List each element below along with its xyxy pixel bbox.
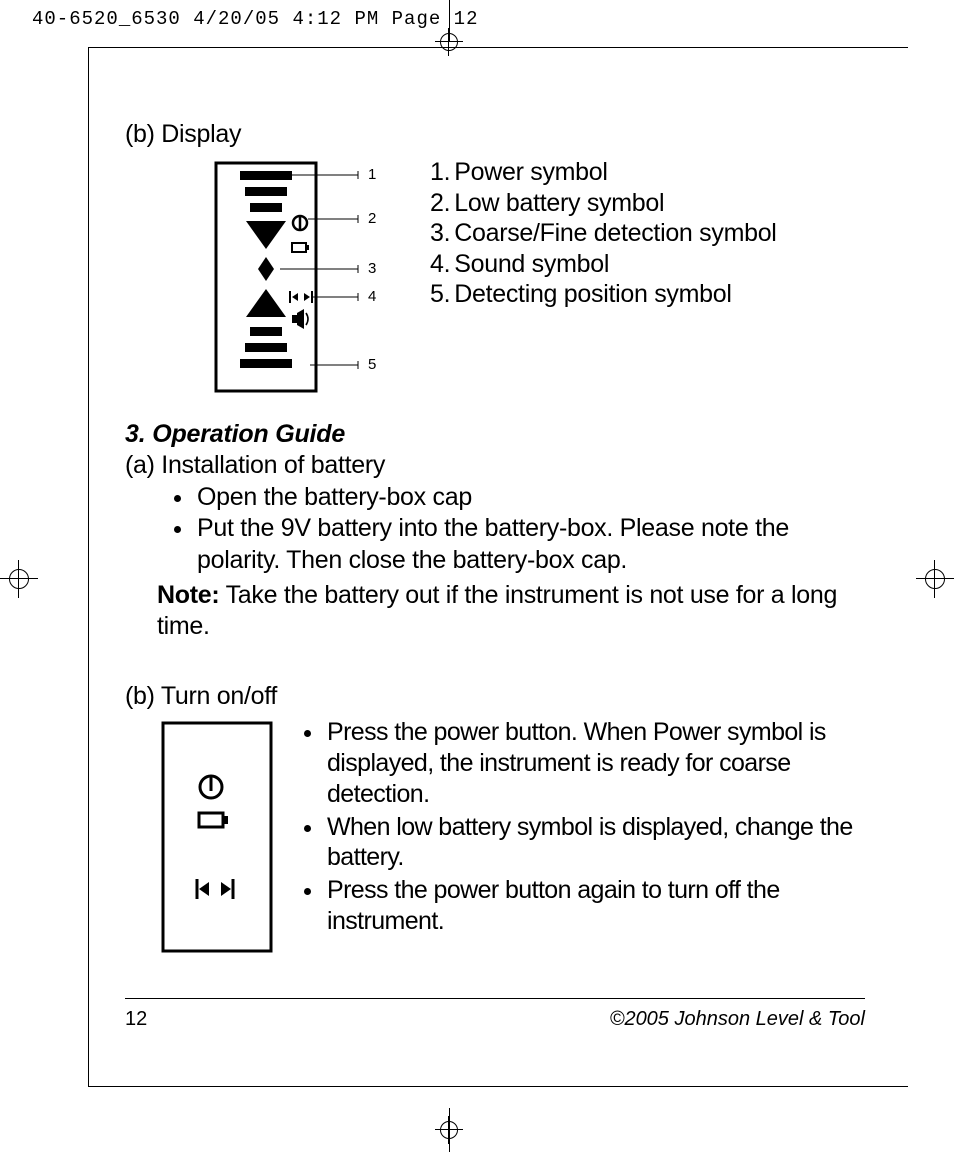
legend-num: 5. <box>430 279 450 310</box>
svg-text:5: 5 <box>368 356 376 373</box>
legend-item: 5.Detecting position symbol <box>430 279 777 310</box>
bullet-item: When low battery symbol is displayed, ch… <box>325 812 865 874</box>
legend-text: Power symbol <box>454 157 607 188</box>
svg-text:2: 2 <box>368 210 376 227</box>
note: Note: Take the battery out if the instru… <box>157 580 865 643</box>
display-diagram: 1 2 3 4 5 <box>210 157 390 402</box>
crop-mark <box>88 47 908 48</box>
registration-mark-icon <box>0 560 38 598</box>
legend-num: 2. <box>430 188 450 219</box>
operation-guide-heading: 3. Operation Guide <box>125 420 865 449</box>
poweron-diagram <box>157 717 277 962</box>
registration-mark-icon <box>435 28 463 56</box>
crop-mark <box>88 1086 908 1087</box>
prepress-header: 40-6520_6530 4/20/05 4:12 PM Page 12 <box>32 8 478 30</box>
legend-list: 1.Power symbol 2.Low battery symbol 3.Co… <box>430 157 777 310</box>
section-b-title: (b) Display <box>125 120 865 149</box>
sub-b-title: (b) Turn on/off <box>125 682 865 711</box>
legend-text: Sound symbol <box>454 249 609 280</box>
footer-rule <box>125 998 865 999</box>
bullet-item: Press the power button. When Power symbo… <box>325 717 865 809</box>
legend-text: Low battery symbol <box>454 188 664 219</box>
svg-text:4: 4 <box>368 288 376 305</box>
crop-mark <box>88 47 89 1087</box>
registration-mark-icon <box>916 560 954 598</box>
display-row: 1 2 3 4 5 1.Power symbol 2.Low battery s… <box>125 157 865 402</box>
legend-item: 4.Sound symbol <box>430 249 777 280</box>
legend-item: 2.Low battery symbol <box>430 188 777 219</box>
bullet-item: Open the battery-box cap <box>195 482 865 513</box>
turnon-list: Press the power button. When Power symbo… <box>301 717 865 938</box>
note-text: Take the battery out if the instrument i… <box>157 581 837 640</box>
page-number: 12 <box>125 1008 147 1031</box>
bullet-item: Put the 9V battery into the battery-box.… <box>195 513 865 576</box>
legend-text: Coarse/Fine detection symbol <box>454 218 776 249</box>
legend-item: 3.Coarse/Fine detection symbol <box>430 218 777 249</box>
legend-num: 1. <box>430 157 450 188</box>
svg-text:1: 1 <box>368 166 376 183</box>
note-label: Note: <box>157 581 219 609</box>
sub-a-title: (a) Installation of battery <box>125 451 865 480</box>
bullets-a: Open the battery-box cap Put the 9V batt… <box>195 482 865 576</box>
legend-num: 4. <box>430 249 450 280</box>
bullet-item: Press the power button again to turn off… <box>325 875 865 937</box>
legend-num: 3. <box>430 218 450 249</box>
svg-text:3: 3 <box>368 260 376 277</box>
registration-mark-icon <box>435 1116 463 1144</box>
legend-item: 1.Power symbol <box>430 157 777 188</box>
footer: 12 ©2005 Johnson Level & Tool <box>125 1008 865 1031</box>
page-content: (b) Display <box>125 120 865 962</box>
legend-text: Detecting position symbol <box>454 279 731 310</box>
turnon-row: Press the power button. When Power symbo… <box>125 717 865 962</box>
copyright: ©2005 Johnson Level & Tool <box>610 1008 865 1031</box>
